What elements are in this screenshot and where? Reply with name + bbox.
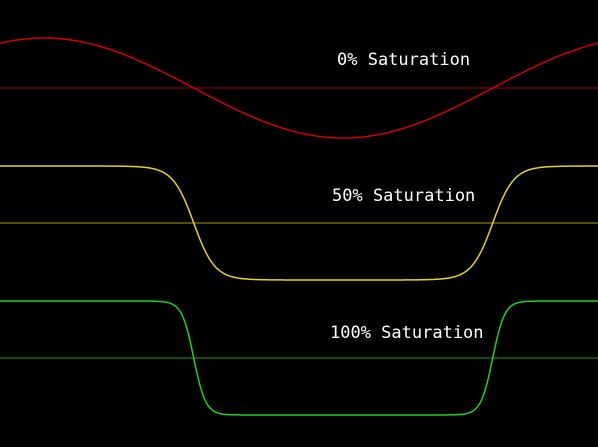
label-0: 0% Saturation [337,50,470,70]
label-2: 100% Saturation [330,323,484,343]
panel-0: 0% Saturation [0,37,598,139]
wave-1 [0,165,598,281]
label-1: 50% Saturation [332,186,475,206]
panel-1: 50% Saturation [0,165,598,281]
wave-0 [0,37,598,139]
wave-2 [0,300,598,416]
panel-2: 100% Saturation [0,300,598,416]
